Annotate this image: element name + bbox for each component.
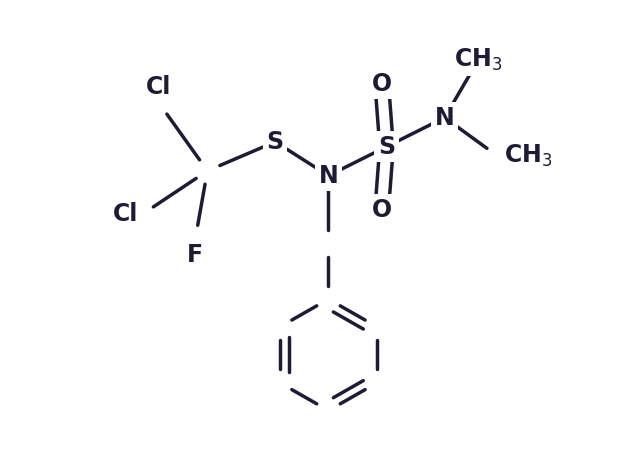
Text: N: N: [435, 106, 454, 130]
Text: S: S: [267, 130, 284, 154]
Text: CH$_3$: CH$_3$: [454, 47, 503, 72]
Text: F: F: [188, 243, 204, 266]
Text: Cl: Cl: [113, 203, 138, 227]
Text: S: S: [378, 134, 395, 159]
Text: CH$_3$: CH$_3$: [504, 143, 552, 169]
Text: O: O: [372, 72, 392, 96]
Text: Cl: Cl: [147, 75, 172, 99]
Text: N: N: [319, 164, 339, 188]
Text: O: O: [372, 197, 392, 221]
